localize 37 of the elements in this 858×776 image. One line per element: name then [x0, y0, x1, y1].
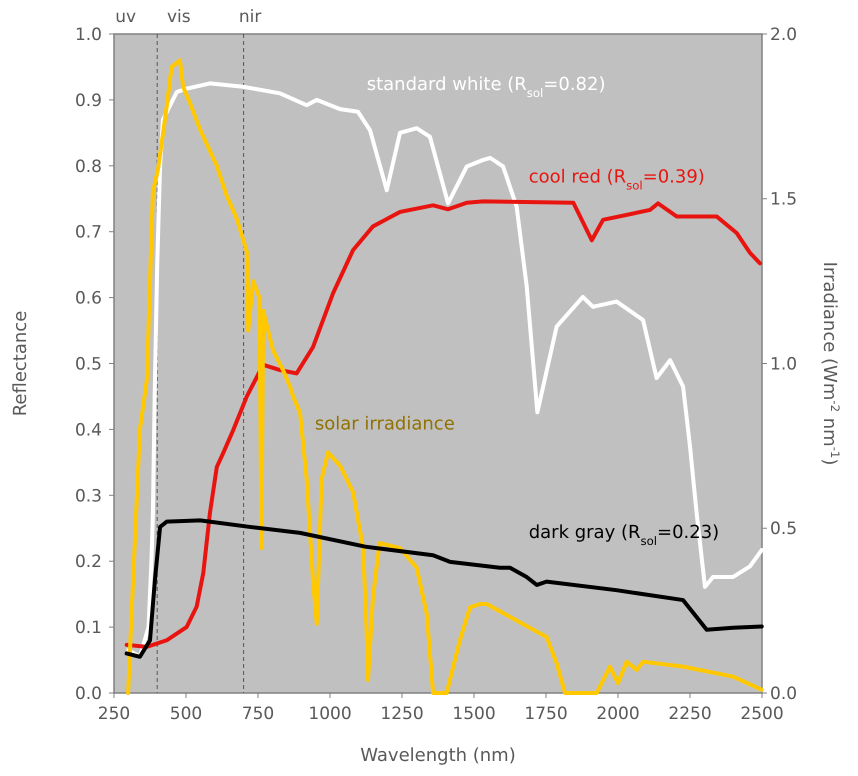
text: uv: [115, 7, 136, 27]
y-tick-label: 0.5: [74, 354, 102, 374]
x-tick-label: 1500: [452, 704, 496, 724]
y-tick-label: 0.4: [74, 420, 102, 440]
text: nir: [238, 7, 262, 27]
y-tick-label: 0.0: [74, 684, 102, 704]
x-axis-title: Wavelength (nm): [360, 745, 516, 766]
series-label: dark gray (R$_{sol}$=0.23): [528, 522, 720, 548]
line-series: [124, 518, 764, 659]
series-label: standard white (R$_{sol}$=0.82): [366, 74, 606, 100]
y2-tick-label: 1.5: [770, 190, 798, 210]
x-tick-label: 1750: [524, 704, 568, 724]
y2-tick-label: 0.0: [770, 684, 798, 704]
y-tick-label: 0.2: [74, 552, 102, 572]
y-tick-label: 0.1: [74, 618, 102, 638]
text: vis: [166, 7, 191, 27]
series-label: solar irradiance: [314, 413, 455, 434]
y-tick-label: 0.8: [74, 156, 102, 177]
x-tick-label: 1000: [308, 704, 352, 724]
y-tick-label: 0.9: [74, 90, 102, 111]
y-tick-label: 0.3: [74, 486, 102, 506]
x-tick-label: 500: [170, 704, 202, 724]
y-tick-label: 0.6: [74, 288, 102, 309]
x-tick-label: 2250: [668, 704, 712, 724]
x-tick-label: 2000: [596, 704, 640, 724]
x-tick-label: 2500: [740, 704, 784, 724]
x-tick-label: 250: [98, 704, 130, 724]
x-tick-label: 750: [242, 704, 274, 724]
y-tick-label: 1.0: [74, 24, 102, 45]
line-series: [124, 199, 762, 649]
series-label: cool red (R$_{sol}$=0.39): [528, 166, 705, 192]
y-axis-title: Reflectance: [10, 310, 31, 416]
y-tick-label: 0.7: [74, 222, 102, 243]
y2-tick-label: 1.0: [770, 354, 798, 374]
y2-tick-label: 2.0: [770, 24, 798, 45]
x-tick-label: 1250: [380, 704, 424, 724]
y2-tick-label: 0.5: [770, 519, 798, 540]
